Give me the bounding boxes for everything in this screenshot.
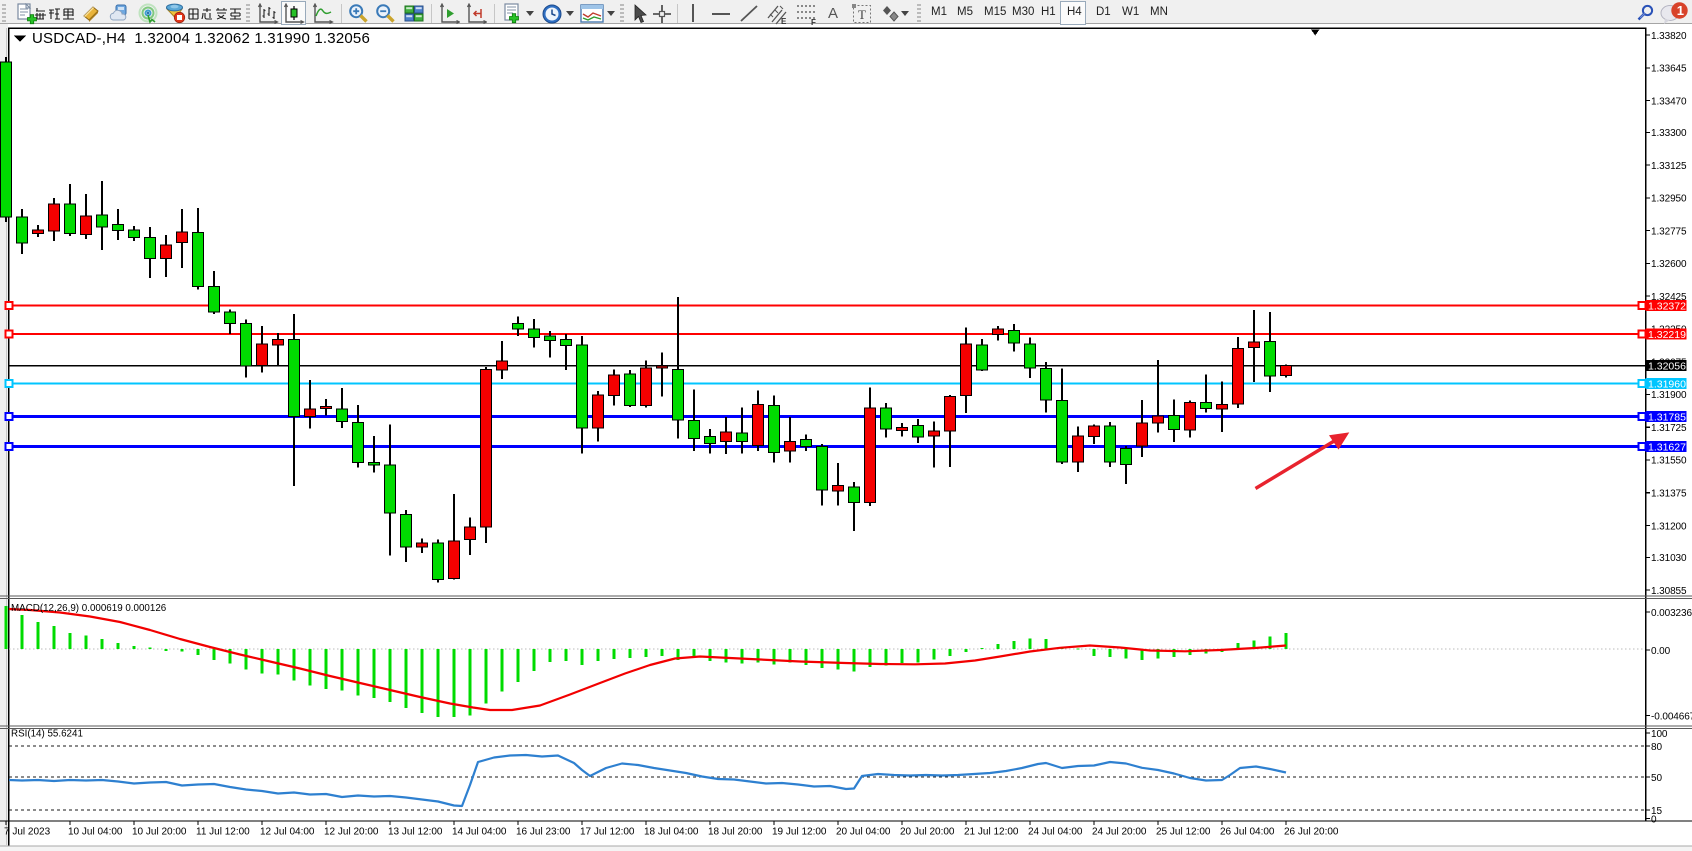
svg-text:10 Jul 04:00: 10 Jul 04:00 — [68, 827, 123, 838]
svg-text:1.33300: 1.33300 — [1651, 128, 1687, 139]
svg-text:1.32600: 1.32600 — [1651, 259, 1687, 270]
svg-text:1.32372: 1.32372 — [1648, 301, 1686, 313]
svg-text:12 Jul 04:00: 12 Jul 04:00 — [260, 827, 315, 838]
svg-text:1.31030: 1.31030 — [1651, 553, 1687, 564]
svg-text:25 Jul 12:00: 25 Jul 12:00 — [1156, 827, 1211, 838]
svg-text:20 Jul 04:00: 20 Jul 04:00 — [836, 827, 891, 838]
svg-text:20 Jul 20:00: 20 Jul 20:00 — [900, 827, 955, 838]
svg-text:T: T — [858, 7, 866, 22]
svg-text:1.30855: 1.30855 — [1651, 586, 1687, 597]
svg-text:1.33820: 1.33820 — [1651, 31, 1687, 42]
svg-text:7 Jul 2023: 7 Jul 2023 — [4, 827, 51, 838]
svg-text:12 Jul 20:00: 12 Jul 20:00 — [324, 827, 379, 838]
svg-text:1.31627: 1.31627 — [1648, 442, 1686, 454]
svg-text:1.32950: 1.32950 — [1651, 194, 1687, 205]
svg-text:-0.004667: -0.004667 — [1651, 711, 1692, 722]
svg-text:MACD(12,26,9) 0.000619 0.00012: MACD(12,26,9) 0.000619 0.000126 — [11, 603, 167, 614]
svg-text:24 Jul 04:00: 24 Jul 04:00 — [1028, 827, 1083, 838]
svg-text:RSI(14) 55.6241: RSI(14) 55.6241 — [11, 729, 83, 740]
svg-text:0.00: 0.00 — [1651, 646, 1671, 657]
svg-text:18 Jul 04:00: 18 Jul 04:00 — [644, 827, 699, 838]
svg-text:18 Jul 20:00: 18 Jul 20:00 — [708, 827, 763, 838]
svg-text:1.33470: 1.33470 — [1651, 96, 1687, 107]
svg-text:11 Jul 12:00: 11 Jul 12:00 — [196, 827, 250, 838]
svg-text:1.31960: 1.31960 — [1648, 379, 1686, 391]
svg-text:19 Jul 12:00: 19 Jul 12:00 — [772, 827, 827, 838]
svg-text:10 Jul 20:00: 10 Jul 20:00 — [132, 827, 187, 838]
svg-text:15: 15 — [1651, 806, 1662, 817]
svg-text:1.31375: 1.31375 — [1651, 489, 1687, 500]
svg-text:17 Jul 12:00: 17 Jul 12:00 — [580, 827, 635, 838]
svg-text:0.003236: 0.003236 — [1651, 608, 1692, 619]
svg-text:F: F — [811, 18, 816, 26]
svg-text:100: 100 — [1651, 729, 1668, 740]
svg-text:50: 50 — [1651, 773, 1662, 784]
svg-text:USDCAD-,H4 1.32004 1.32062 1.: USDCAD-,H4 1.32004 1.32062 1.31990 1.320… — [32, 30, 370, 47]
svg-text:1.31725: 1.31725 — [1651, 423, 1687, 434]
svg-text:1.31900: 1.31900 — [1651, 390, 1687, 401]
svg-text:1.31200: 1.31200 — [1651, 521, 1687, 532]
svg-text:E: E — [781, 17, 787, 26]
svg-text:13 Jul 12:00: 13 Jul 12:00 — [388, 827, 443, 838]
svg-text:14 Jul 04:00: 14 Jul 04:00 — [452, 827, 507, 838]
svg-text:16 Jul 23:00: 16 Jul 23:00 — [516, 827, 571, 838]
svg-text:1.33645: 1.33645 — [1651, 64, 1687, 75]
svg-text:1.32219: 1.32219 — [1648, 329, 1686, 341]
svg-text:1.31550: 1.31550 — [1651, 456, 1687, 467]
svg-text:1.33125: 1.33125 — [1651, 161, 1687, 172]
svg-text:80: 80 — [1651, 742, 1662, 753]
svg-text:0: 0 — [1651, 814, 1657, 825]
svg-text:1.32056: 1.32056 — [1648, 361, 1686, 373]
svg-text:1.31785: 1.31785 — [1648, 412, 1686, 424]
svg-text:1: 1 — [1677, 3, 1684, 18]
svg-text:1.32425: 1.32425 — [1651, 292, 1687, 303]
svg-text:26 Jul 20:00: 26 Jul 20:00 — [1284, 827, 1339, 838]
svg-text:1.32775: 1.32775 — [1651, 226, 1687, 237]
svg-text:26 Jul 04:00: 26 Jul 04:00 — [1220, 827, 1275, 838]
svg-text:21 Jul 12:00: 21 Jul 12:00 — [964, 827, 1019, 838]
svg-text:24 Jul 20:00: 24 Jul 20:00 — [1092, 827, 1147, 838]
